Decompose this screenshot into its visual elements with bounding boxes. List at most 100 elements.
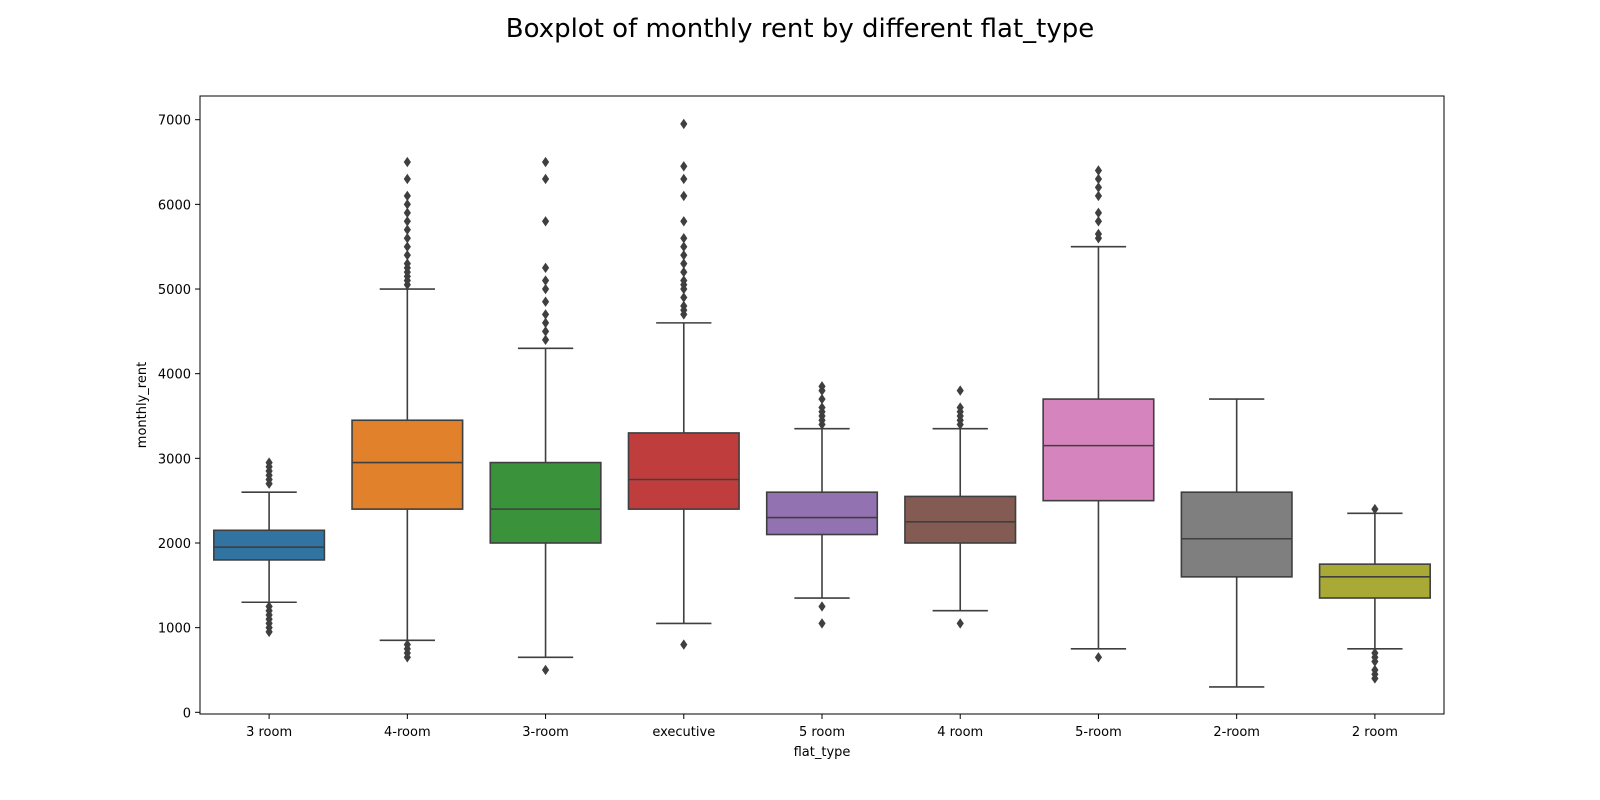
- iqr-box: [1180, 491, 1293, 578]
- outlier-point: [680, 249, 688, 261]
- outlier-point: [680, 233, 688, 244]
- outlier-point: [680, 258, 688, 269]
- outlier-point: [1094, 652, 1103, 663]
- outlier-point: [403, 258, 411, 269]
- outlier-point: [403, 249, 411, 261]
- y-tick-label: 7000: [158, 114, 191, 129]
- box-3: [627, 118, 740, 650]
- axes: 0 1000 2000 3000 4000 5000 6000 7000 3 room 4-roo…: [158, 114, 1398, 740]
- y-tick-label: 2000: [158, 537, 191, 552]
- outlier-point: [403, 207, 411, 219]
- x-axis-label: flat_type: [794, 745, 851, 760]
- outlier-point: [541, 156, 550, 168]
- x-tick-label: 3-room: [522, 725, 569, 740]
- outlier-point: [541, 326, 550, 337]
- outlier-point: [818, 381, 826, 392]
- x-tick-label: 4 room: [937, 725, 983, 740]
- outlier-point: [956, 402, 964, 413]
- iqr-box: [1318, 563, 1431, 599]
- x-tick-label: executive: [652, 725, 715, 740]
- box-5: [904, 385, 1017, 629]
- chart-title: Boxplot of monthly rent by different fla…: [506, 14, 1095, 44]
- outlier-point: [818, 618, 826, 629]
- outlier-point: [818, 601, 826, 612]
- outlier-point: [680, 275, 688, 286]
- x-tick-label: 4-room: [384, 725, 431, 740]
- outlier-point: [403, 233, 411, 244]
- iqr-box: [1042, 398, 1155, 502]
- iqr-box: [489, 461, 602, 544]
- outlier-point: [1371, 503, 1379, 515]
- iqr-box: [627, 432, 740, 510]
- iqr-box: [904, 495, 1017, 544]
- outlier-point: [956, 385, 964, 396]
- outlier-point: [680, 173, 688, 185]
- outlier-point: [680, 161, 688, 172]
- outlier-point: [680, 300, 688, 312]
- outlier-point: [265, 601, 273, 612]
- outlier-point: [680, 216, 688, 227]
- y-tick-label: 4000: [158, 368, 191, 383]
- x-tick-label: 5-room: [1075, 725, 1122, 740]
- outlier-point: [1094, 173, 1103, 185]
- outlier-point: [1371, 664, 1379, 676]
- outlier-point: [1094, 207, 1103, 219]
- outlier-point: [541, 283, 550, 295]
- x-tick-label: 2 room: [1352, 725, 1398, 740]
- outlier-point: [818, 402, 826, 413]
- outlier-point: [680, 266, 688, 278]
- x-tick-label: 3 room: [246, 725, 292, 740]
- outlier-point: [680, 118, 688, 130]
- outlier-point: [541, 275, 550, 286]
- iqr-box: [213, 529, 326, 561]
- y-tick-label: 3000: [158, 452, 191, 467]
- outlier-point: [1094, 165, 1103, 176]
- outlier-point: [818, 393, 826, 405]
- outlier-point: [541, 317, 550, 329]
- plot-area: [213, 118, 1431, 688]
- box-6: [1042, 165, 1155, 663]
- box-7: [1180, 398, 1293, 688]
- outlier-point: [403, 173, 411, 185]
- outlier-point: [265, 457, 273, 468]
- outlier-point: [403, 224, 411, 235]
- outlier-point: [956, 618, 964, 629]
- outlier-point: [1094, 182, 1103, 193]
- outlier-point: [680, 639, 688, 650]
- outlier-point: [541, 334, 550, 346]
- outlier-point: [403, 199, 411, 210]
- outlier-point: [403, 639, 411, 650]
- y-tick-label: 1000: [158, 622, 191, 637]
- box-2: [489, 156, 602, 676]
- outlier-point: [680, 190, 688, 202]
- outlier-point: [541, 262, 550, 274]
- outlier-point: [541, 173, 550, 185]
- y-tick-label: 5000: [158, 283, 191, 298]
- iqr-box: [765, 491, 879, 536]
- outlier-point: [403, 190, 411, 202]
- x-tick-label: 5 room: [799, 725, 845, 740]
- outlier-point: [680, 292, 688, 303]
- outlier-point: [680, 241, 688, 252]
- outlier-point: [541, 664, 550, 676]
- y-tick-label: 6000: [158, 198, 191, 213]
- y-axis-label: monthly_rent: [135, 362, 150, 448]
- x-tick-label: 2-room: [1213, 725, 1260, 740]
- outlier-point: [403, 216, 411, 227]
- y-tick-label: 0: [183, 706, 191, 721]
- outlier-point: [403, 241, 411, 252]
- outlier-point: [1094, 228, 1103, 240]
- box-4: [765, 381, 879, 629]
- box-0: [213, 457, 326, 638]
- outlier-point: [403, 156, 411, 168]
- box-8: [1318, 503, 1431, 684]
- outlier-point: [1094, 190, 1103, 202]
- outlier-point: [541, 296, 550, 307]
- outlier-point: [541, 309, 550, 320]
- iqr-box: [351, 419, 464, 510]
- outlier-point: [1094, 216, 1103, 227]
- box-1: [351, 156, 464, 663]
- outlier-point: [1371, 647, 1379, 659]
- outlier-point: [541, 216, 550, 227]
